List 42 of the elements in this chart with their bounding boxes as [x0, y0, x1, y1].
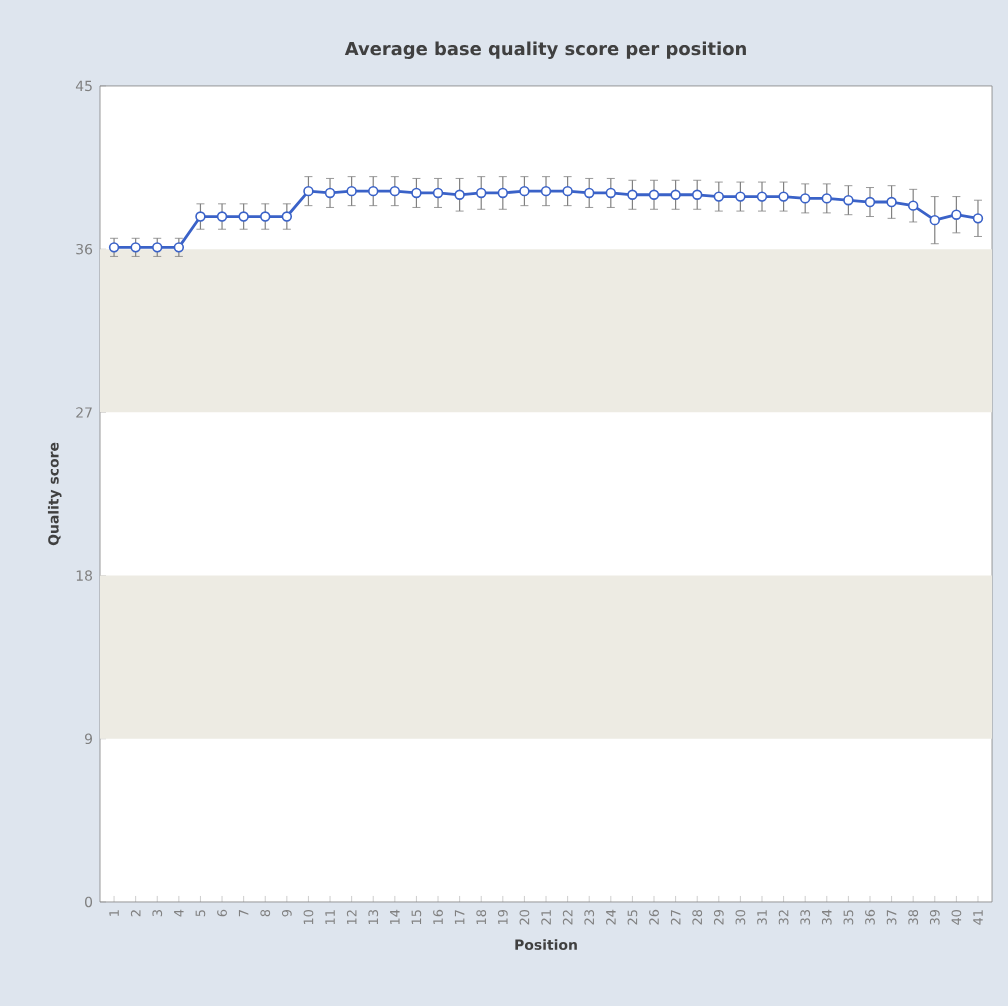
point: [389, 185, 401, 197]
point: [540, 185, 552, 197]
point: [886, 196, 897, 208]
point: [368, 185, 379, 197]
point: [497, 187, 509, 199]
point: [519, 185, 530, 197]
point: [735, 191, 746, 202]
point: [648, 189, 660, 200]
chart-title: Average base quality score per position: [344, 41, 746, 59]
point: [929, 214, 940, 226]
point: [713, 191, 724, 202]
point: [411, 187, 422, 199]
point: [216, 211, 228, 222]
point: [627, 189, 638, 200]
point: [152, 242, 163, 253]
point: [260, 211, 271, 222]
point: [130, 242, 141, 253]
point: [173, 242, 185, 253]
point: [778, 191, 789, 202]
point: [843, 195, 854, 206]
point: [670, 189, 681, 200]
point: [821, 193, 832, 204]
point: [692, 189, 703, 200]
point: [907, 200, 919, 211]
point: [864, 196, 876, 208]
point: [281, 211, 293, 222]
point: [324, 187, 336, 199]
point: [800, 193, 811, 204]
point: [972, 213, 984, 224]
point: [108, 242, 120, 253]
point: [476, 187, 487, 199]
point: [195, 211, 206, 222]
point: [432, 187, 444, 199]
point: [562, 185, 573, 197]
point: [454, 189, 465, 200]
point: [346, 185, 357, 197]
point: [303, 185, 314, 197]
point: [756, 191, 768, 202]
point: [584, 187, 595, 199]
point: [238, 211, 249, 222]
point: [605, 187, 617, 199]
point: [951, 209, 962, 220]
